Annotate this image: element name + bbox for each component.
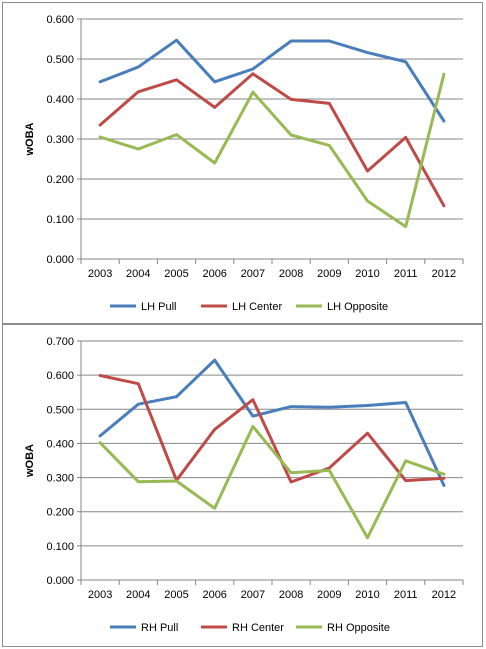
- lh-x-tick-label: 2009: [317, 268, 341, 280]
- rh-series-line-rh-center: [98, 374, 446, 484]
- lh-y-tick-label: 0.200: [46, 174, 74, 186]
- rh-y-tick-label: 0.200: [46, 507, 74, 519]
- lh-legend-label: LH Opposite: [327, 301, 388, 313]
- rh-x-tick-label: 2006: [202, 589, 226, 601]
- lh-legend-label: LH Center: [232, 301, 282, 313]
- lh-y-tick-label: 0.100: [46, 214, 74, 226]
- lh-y-tick-label: 0.500: [46, 54, 74, 66]
- rh-series-line-rh-opposite: [98, 424, 446, 540]
- lh-x-tick-label: 2005: [164, 268, 188, 280]
- lh-y-tick-label: 0.300: [46, 134, 74, 146]
- lh-x-tick-label: 2007: [241, 268, 265, 280]
- rh-series-line-rh-pull: [98, 358, 446, 487]
- lh-series-line-lh-opposite: [98, 72, 446, 229]
- rh-x-tick-label: 2005: [164, 589, 188, 601]
- rh-woba-chart: 0.000 0.100 0.200 0.300 0.400 0.500 0.600 0.700…: [24, 336, 464, 634]
- lh-y-tick-label: 0.600: [46, 14, 74, 26]
- rh-x-tick-label: 2003: [88, 589, 112, 601]
- rh-y-tick-label: 0.000: [46, 575, 74, 587]
- lh-x-tick-label: 2006: [202, 268, 226, 280]
- rh-legend-label: RH Pull: [141, 622, 178, 634]
- chart-panel-lh: 0.000 0.100 0.200 0.300 0.400 0.500 0.600 2003 2…: [2, 2, 483, 324]
- lh-x-tick-label: 2011: [394, 268, 418, 280]
- rh-y-tick-label: 0.100: [46, 541, 74, 553]
- rh-x-tick-label: 2011: [394, 589, 418, 601]
- lh-series-line-lh-pull: [98, 38, 446, 123]
- lh-legend-label: LH Pull: [141, 301, 176, 313]
- rh-y-tick-label: 0.600: [46, 370, 74, 382]
- rh-x-tick-label: 2007: [241, 589, 265, 601]
- lh-y-tick-label: 0.400: [46, 94, 74, 106]
- rh-x-tick-label: 2009: [317, 589, 341, 601]
- lh-x-tick-label: 2004: [126, 268, 150, 280]
- lh-x-tick-label: 2008: [279, 268, 303, 280]
- rh-x-tick-label: 2008: [279, 589, 303, 601]
- lh-y-tick-label: 0.000: [46, 254, 74, 266]
- rh-y-tick-label: 0.500: [46, 404, 74, 416]
- rh-y-tick-label: 0.700: [46, 336, 74, 348]
- rh-y-axis-title: wOBA: [24, 444, 36, 478]
- lh-x-tick-label: 2003: [88, 268, 112, 280]
- lh-y-axis-title: wOBA: [24, 122, 36, 156]
- rh-y-tick-label: 0.300: [46, 473, 74, 485]
- lh-series-line-lh-center: [98, 72, 446, 208]
- rh-legend-label: RH Center: [232, 622, 284, 634]
- rh-x-tick-label: 2010: [355, 589, 379, 601]
- chart-panel-rh: 0.000 0.100 0.200 0.300 0.400 0.500 0.600 0.700…: [2, 324, 483, 647]
- lh-x-tick-label: 2012: [432, 268, 456, 280]
- rh-legend-label: RH Opposite: [327, 622, 390, 634]
- lh-x-tick-label: 2010: [355, 268, 379, 280]
- rh-x-tick-label: 2012: [432, 589, 456, 601]
- lh-woba-chart: 0.000 0.100 0.200 0.300 0.400 0.500 0.600 2003 2…: [24, 14, 464, 313]
- rh-y-tick-label: 0.400: [46, 438, 74, 450]
- rh-x-tick-label: 2004: [126, 589, 150, 601]
